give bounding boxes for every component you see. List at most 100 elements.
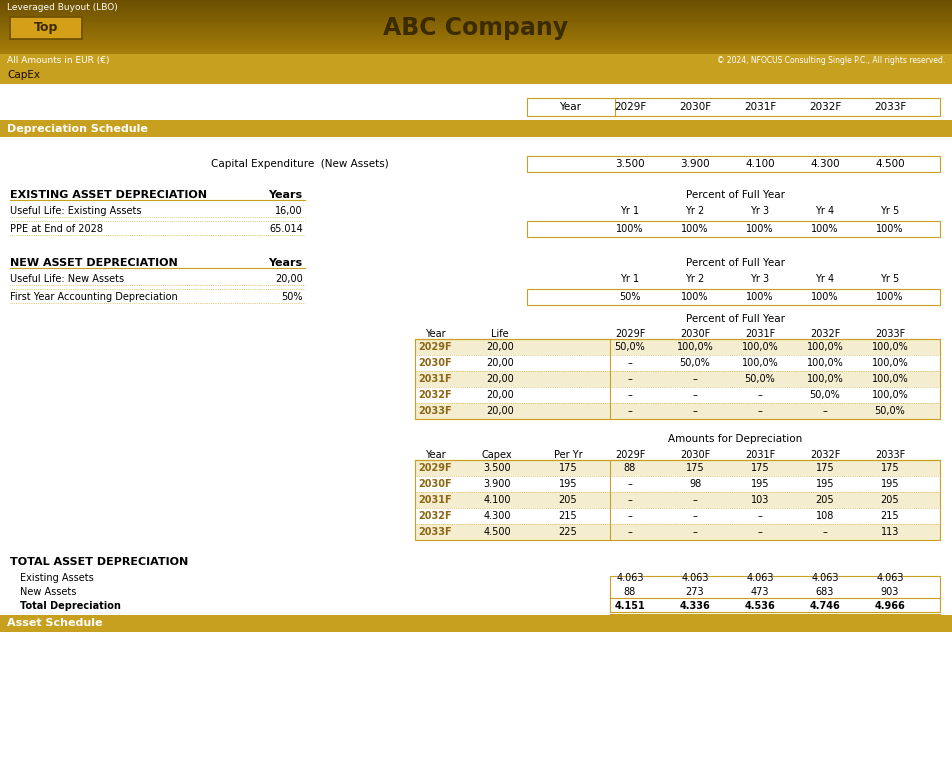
Bar [0, 53, 952, 54]
Text: 88: 88 [624, 463, 636, 473]
Text: Top: Top [34, 21, 58, 34]
Text: 20,00: 20,00 [486, 374, 514, 384]
Bar [0, 28, 952, 29]
Bar [0, 2, 952, 4]
Text: –: – [758, 390, 763, 400]
Text: –: – [692, 495, 698, 505]
Text: 175: 175 [685, 463, 704, 473]
Bar [0, 23, 952, 25]
Text: Percent of Full Year: Percent of Full Year [685, 190, 784, 200]
Text: PPE at End of 2028: PPE at End of 2028 [10, 224, 103, 234]
Text: 100%: 100% [876, 224, 903, 234]
Text: 225: 225 [559, 527, 577, 537]
Text: 195: 195 [816, 479, 834, 489]
Text: 273: 273 [685, 587, 704, 597]
Bar [0, 34, 952, 37]
Text: Per Yr: Per Yr [554, 450, 583, 460]
Bar [0, 37, 952, 39]
Bar [0, 39, 952, 40]
Text: 4.063: 4.063 [876, 573, 903, 583]
Text: 205: 205 [559, 495, 577, 505]
Text: Useful Life: Existing Assets: Useful Life: Existing Assets [10, 206, 142, 216]
Bar [415, 355, 940, 371]
Text: 100,0%: 100,0% [872, 342, 908, 352]
Text: Yr 1: Yr 1 [621, 206, 640, 216]
Text: 4.151: 4.151 [615, 601, 645, 611]
Bar [10, 17, 82, 39]
Text: Yr 4: Yr 4 [816, 206, 835, 216]
Text: –: – [627, 479, 632, 489]
Text: 2029F: 2029F [418, 463, 452, 473]
Text: Yr 5: Yr 5 [881, 274, 900, 284]
Bar [0, 4, 952, 5]
Bar [415, 460, 940, 476]
Text: –: – [627, 495, 632, 505]
Text: 2033F: 2033F [874, 102, 906, 112]
Bar [10, 17, 82, 39]
Text: 100,0%: 100,0% [742, 342, 779, 352]
Text: 20,00: 20,00 [275, 274, 303, 284]
Bar [0, 73, 952, 76]
Bar [0, 11, 952, 12]
Text: 2032F: 2032F [810, 329, 841, 339]
Text: 4.300: 4.300 [484, 511, 511, 521]
Text: NEW ASSET DEPRECIATION: NEW ASSET DEPRECIATION [10, 258, 178, 268]
Text: 50,0%: 50,0% [744, 374, 775, 384]
Text: 4.500: 4.500 [484, 527, 511, 537]
Text: 3.900: 3.900 [680, 159, 710, 169]
Text: 2029F: 2029F [615, 450, 645, 460]
Text: 50%: 50% [282, 292, 303, 302]
Bar [0, 29, 952, 31]
Text: 2031F: 2031F [744, 329, 775, 339]
Bar [0, 15, 952, 17]
Text: Yr 2: Yr 2 [685, 274, 704, 284]
Text: –: – [758, 527, 763, 537]
Text: 175: 175 [751, 463, 769, 473]
Bar [0, 31, 952, 32]
Bar [527, 221, 940, 237]
Text: 2032F: 2032F [418, 390, 452, 400]
Bar [0, 22, 952, 24]
Text: 2029F: 2029F [614, 102, 646, 112]
Bar [415, 339, 940, 419]
Bar [0, 31, 952, 34]
Text: 50,0%: 50,0% [680, 358, 710, 368]
Text: Leveraged Buyout (LBO): Leveraged Buyout (LBO) [7, 2, 118, 11]
Text: 2030F: 2030F [679, 102, 711, 112]
Text: 205: 205 [816, 495, 834, 505]
Bar [0, 73, 952, 74]
Bar [0, 26, 952, 28]
Bar [0, 51, 952, 53]
Text: Yr 3: Yr 3 [750, 206, 769, 216]
Text: 100%: 100% [616, 224, 644, 234]
Bar [0, 48, 952, 50]
Bar [0, 41, 952, 44]
Text: 4.100: 4.100 [484, 495, 511, 505]
Text: –: – [758, 511, 763, 521]
Bar [0, 64, 952, 66]
Text: 100,0%: 100,0% [806, 358, 843, 368]
Text: 175: 175 [816, 463, 834, 473]
Text: 103: 103 [751, 495, 769, 505]
Text: 2031F: 2031F [418, 374, 452, 384]
Text: 100,0%: 100,0% [872, 374, 908, 384]
Bar [0, 50, 952, 52]
Text: –: – [692, 390, 698, 400]
Text: 50,0%: 50,0% [615, 342, 645, 352]
Bar [415, 492, 940, 508]
Bar [415, 460, 940, 540]
Text: EXISTING ASSET DEPRECIATION: EXISTING ASSET DEPRECIATION [10, 190, 207, 200]
Bar [0, 70, 952, 71]
Bar [0, 60, 952, 62]
Text: 108: 108 [816, 511, 834, 521]
Text: Life: Life [491, 329, 508, 339]
Text: Percent of Full Year: Percent of Full Year [685, 258, 784, 268]
Text: 215: 215 [559, 511, 577, 521]
Bar [0, 76, 952, 79]
Text: 4.063: 4.063 [682, 573, 708, 583]
Bar [0, 43, 952, 45]
Bar [0, 9, 952, 11]
Text: 100%: 100% [811, 292, 839, 302]
Text: 100%: 100% [682, 224, 708, 234]
Text: –: – [627, 527, 632, 537]
